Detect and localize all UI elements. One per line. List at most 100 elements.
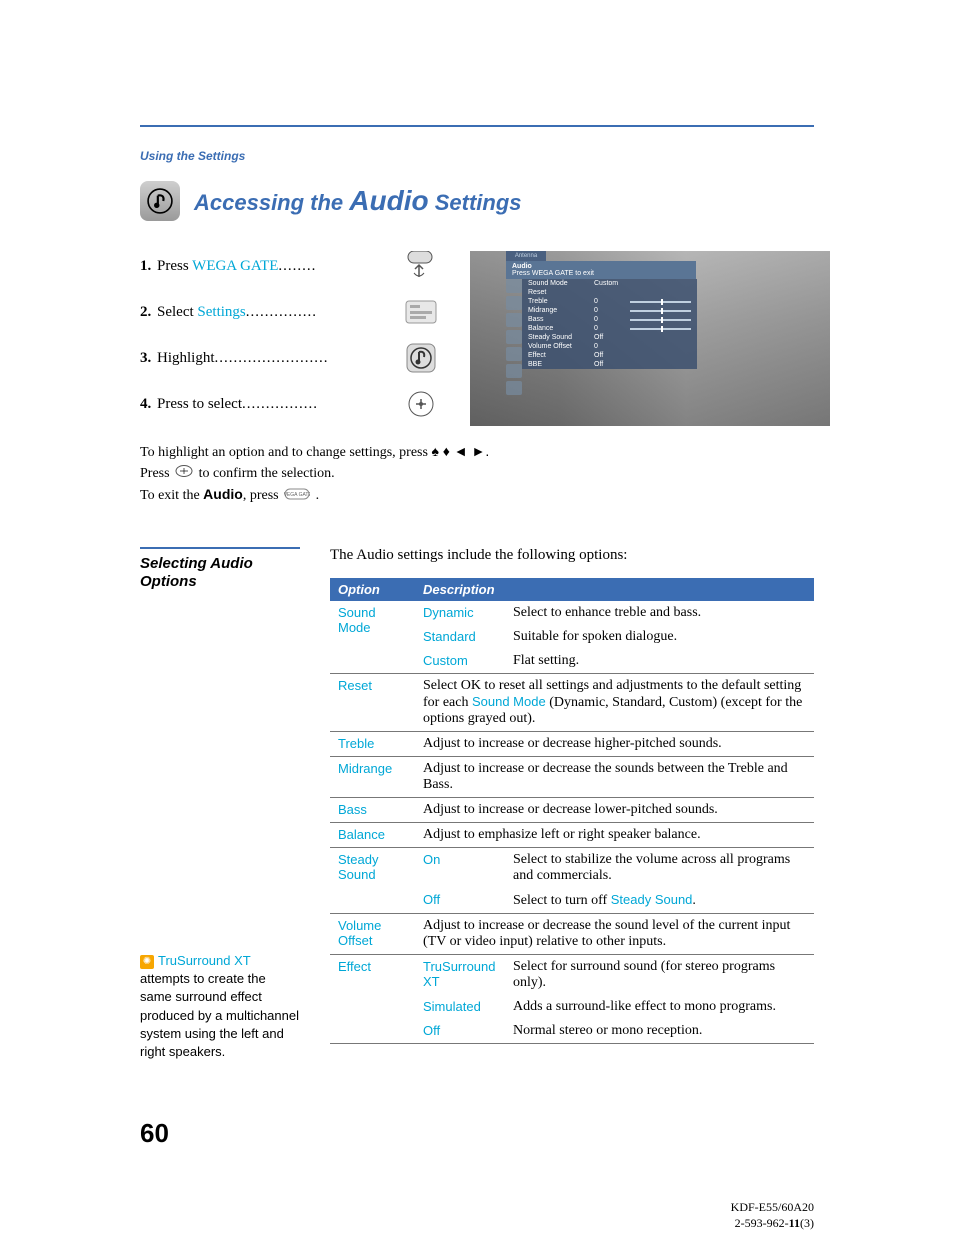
osd-screenshot-column: Antenna Audio Press WEGA GATE to exit So… <box>470 251 830 435</box>
heading-post: Settings <box>429 190 522 215</box>
osd-row-value: Off <box>594 352 624 359</box>
osd-panel: Sound ModeCustomResetTreble0Midrange0Bas… <box>522 279 697 369</box>
tip-bulb-icon: ✺ <box>140 955 154 969</box>
osd-sidebar-icon <box>506 330 522 344</box>
osd-row: BBE Off <box>522 360 697 369</box>
section-label: Using the Settings <box>140 149 814 163</box>
cell-suboption: Off <box>415 888 505 914</box>
heading-row: Accessing the Audio Settings <box>140 181 814 221</box>
instr-line3-mid: , press <box>243 488 282 503</box>
osd-row: Bass0 <box>522 315 697 324</box>
cell-description: Adjust to increase or decrease the sound… <box>415 756 814 797</box>
table-row: TrebleAdjust to increase or decrease hig… <box>330 731 814 756</box>
cell-description: Select OK to reset all settings and adju… <box>415 673 814 731</box>
osd-row: Midrange 0 <box>522 306 697 315</box>
osd-row-value: 0 <box>594 325 624 332</box>
step-dots: ........................ <box>215 350 329 366</box>
cell-option: Bass <box>330 797 415 822</box>
cell-option: Midrange <box>330 756 415 797</box>
intro-text: The Audio settings include the following… <box>330 547 814 564</box>
osd-row-value: 0 <box>594 307 624 314</box>
osd-row-label: Sound Mode <box>528 280 588 287</box>
table-row: ResetSelect OK to reset all settings and… <box>330 673 814 731</box>
cell-description: Adjust to increase or decrease the sound… <box>415 913 814 954</box>
svg-text:WEGA GATE: WEGA GATE <box>284 492 310 498</box>
cell-description: Flat setting. <box>505 649 814 674</box>
step-4: 4. Press to select................ <box>140 389 440 419</box>
cell-suboption: On <box>415 847 505 888</box>
th-option: Option <box>330 578 415 601</box>
settings-tools-icon <box>402 297 440 327</box>
instr-line3-post: . <box>316 488 320 503</box>
osd-subtitle: Press WEGA GATE to exit <box>512 270 690 277</box>
tip-box: ✺TruSurround XT attempts to create the s… <box>140 952 300 1061</box>
table-row: MidrangeAdjust to increase or decrease t… <box>330 756 814 797</box>
footer-doc-post: (3) <box>800 1216 814 1230</box>
osd-tab: Antenna <box>506 251 546 261</box>
osd-row-label: Midrange <box>528 307 588 314</box>
instr-line2-pre: Press <box>140 466 173 481</box>
step-pre: Select <box>157 304 197 320</box>
step-num: 1. <box>140 258 151 274</box>
cell-description: Select to stabilize the volume across al… <box>505 847 814 888</box>
tip-title: TruSurround XT <box>158 953 251 968</box>
osd-row-label: Bass <box>528 316 588 323</box>
cell-suboption: Off <box>415 1019 505 1044</box>
cell-suboption: Standard <box>415 625 505 649</box>
page-heading: Accessing the Audio Settings <box>194 185 522 217</box>
step-2: 2. Select Settings............... <box>140 297 440 327</box>
osd-row-value: Off <box>594 361 624 368</box>
step-3: 3. Highlight........................ <box>140 343 440 373</box>
cell-description: Adjust to increase or decrease lower-pit… <box>415 797 814 822</box>
cell-description: Select to enhance treble and bass. <box>505 601 814 625</box>
cell-description: Adjust to emphasize left or right speake… <box>415 822 814 847</box>
osd-row-label: Steady Sound <box>528 334 588 341</box>
options-section: Selecting Audio Options ✺TruSurround XT … <box>140 547 814 1062</box>
steps-area: 1. Press WEGA GATE........ 2. Select Set… <box>140 251 814 435</box>
cell-suboption: TruSurroundXT <box>415 954 505 995</box>
osd-row-label: BBE <box>528 361 588 368</box>
osd-row-value <box>594 289 624 296</box>
cell-suboption: Simulated <box>415 995 505 1019</box>
step-num: 2. <box>140 304 151 320</box>
step-pre: Press to select <box>157 396 242 412</box>
osd-row: Reset <box>522 288 697 297</box>
instr-line1-pre: To highlight an option and to change set… <box>140 445 431 460</box>
table-row: BassAdjust to increase or decrease lower… <box>330 797 814 822</box>
select-button-icon <box>175 463 193 484</box>
cell-option: Treble <box>330 731 415 756</box>
osd-row-value: Custom <box>594 280 624 287</box>
wega-gate-button-icon <box>402 251 440 281</box>
step-pre: Highlight <box>157 350 215 366</box>
instr-line2-post: to confirm the selection. <box>199 466 335 481</box>
side-heading: Selecting Audio Options <box>140 547 300 593</box>
osd-row-label: Reset <box>528 289 588 296</box>
osd-sidebar-icon <box>506 381 522 395</box>
cell-suboption: Dynamic <box>415 601 505 625</box>
osd-row-label: Treble <box>528 298 588 305</box>
step-dots: ............... <box>246 304 317 320</box>
cell-option: Reset <box>330 673 415 731</box>
osd-row-label: Volume Offset <box>528 343 588 350</box>
osd-row-slider <box>630 310 691 312</box>
page-number: 60 <box>140 1118 169 1149</box>
osd-header: Audio Press WEGA GATE to exit <box>506 261 696 279</box>
table-row: SteadySoundOnSelect to stabilize the vol… <box>330 847 814 888</box>
instr-line3-pre: To exit the <box>140 488 203 503</box>
osd-screenshot: Antenna Audio Press WEGA GATE to exit So… <box>470 251 830 426</box>
osd-row: Balance0 <box>522 324 697 333</box>
osd-row: EffectOff <box>522 351 697 360</box>
step-num: 3. <box>140 350 151 366</box>
osd-sidebar-icon <box>506 296 522 310</box>
th-description: Description <box>415 578 814 601</box>
heading-pre: Accessing the <box>194 190 349 215</box>
osd-row-value: 0 <box>594 343 624 350</box>
osd-sidebar-icon <box>506 364 522 378</box>
step-link: WEGA GATE <box>192 258 278 274</box>
osd-row: Treble0 <box>522 297 697 306</box>
main-column: The Audio settings include the following… <box>330 547 814 1062</box>
osd-row-value: Off <box>594 334 624 341</box>
cell-description: Adds a surround-like effect to mono prog… <box>505 995 814 1019</box>
cell-option: Balance <box>330 822 415 847</box>
osd-sidebar-icon <box>506 279 522 293</box>
